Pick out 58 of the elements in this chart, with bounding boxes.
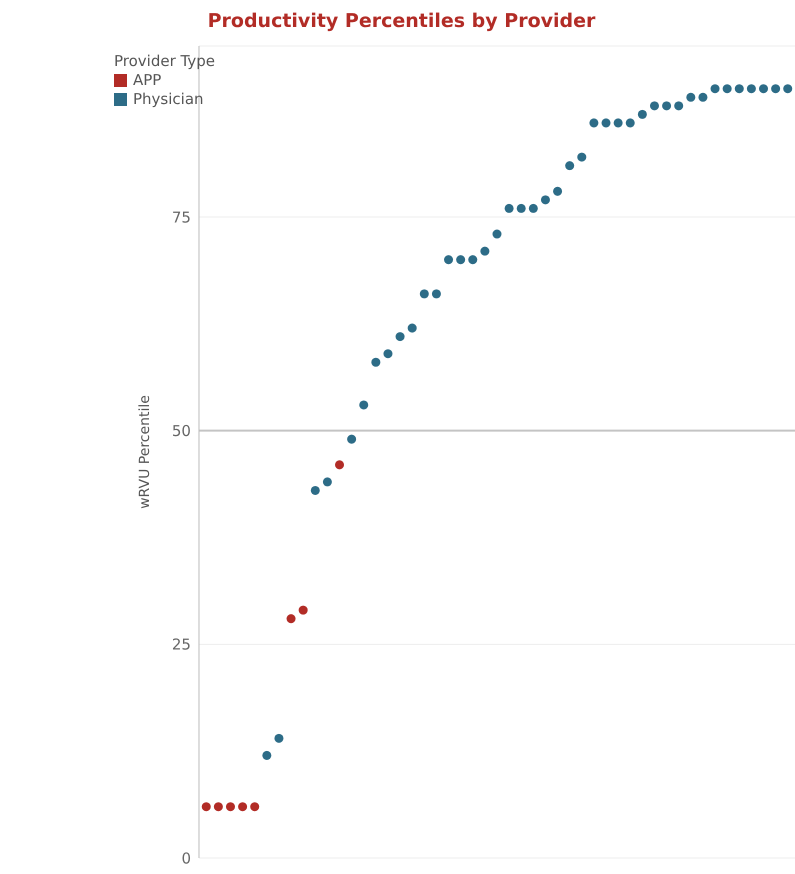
point — [516, 204, 526, 213]
point — [540, 195, 550, 204]
point — [420, 289, 429, 298]
y-tick-label: 25 — [172, 636, 191, 654]
point — [322, 477, 332, 486]
point — [589, 118, 598, 128]
point — [577, 152, 586, 162]
point — [371, 358, 380, 367]
y-tick-label: 75 — [172, 208, 191, 226]
point — [226, 802, 235, 812]
point — [408, 324, 417, 333]
legend-label: Physician — [133, 90, 204, 109]
point — [771, 84, 780, 94]
point — [722, 84, 732, 94]
point — [674, 101, 684, 110]
legend-label: APP — [133, 71, 162, 90]
point — [298, 606, 308, 615]
point — [650, 101, 659, 110]
point — [602, 118, 611, 128]
point — [626, 118, 635, 128]
point — [347, 434, 356, 444]
point — [528, 204, 538, 213]
point — [746, 84, 756, 94]
point — [286, 614, 296, 624]
chart-title: Productivity Percentiles by Provider — [206, 9, 596, 34]
point — [396, 332, 405, 342]
point — [238, 802, 248, 812]
point — [468, 255, 478, 264]
point — [262, 750, 272, 760]
point — [480, 246, 490, 256]
point — [638, 110, 647, 119]
point — [698, 92, 708, 102]
y-tick-label: 50 — [172, 422, 191, 440]
point — [383, 349, 392, 358]
point — [456, 255, 466, 264]
point — [444, 255, 454, 264]
point — [614, 118, 623, 128]
y-tick-label: 0 — [181, 849, 191, 868]
point — [758, 84, 768, 94]
point — [492, 230, 502, 239]
point — [686, 92, 696, 102]
point — [334, 460, 344, 470]
point — [504, 204, 514, 213]
point — [432, 289, 441, 298]
legend-title: Provider Type — [114, 52, 215, 71]
point — [274, 734, 284, 743]
point — [214, 802, 223, 812]
y-axis-title: wRVU Percentile — [136, 395, 153, 509]
point — [250, 802, 260, 812]
point — [710, 84, 720, 94]
point — [359, 400, 368, 410]
point — [553, 186, 562, 196]
point — [202, 802, 211, 812]
point — [565, 161, 574, 170]
point — [783, 84, 792, 94]
point — [310, 486, 320, 495]
point — [662, 101, 672, 110]
point — [734, 84, 744, 94]
